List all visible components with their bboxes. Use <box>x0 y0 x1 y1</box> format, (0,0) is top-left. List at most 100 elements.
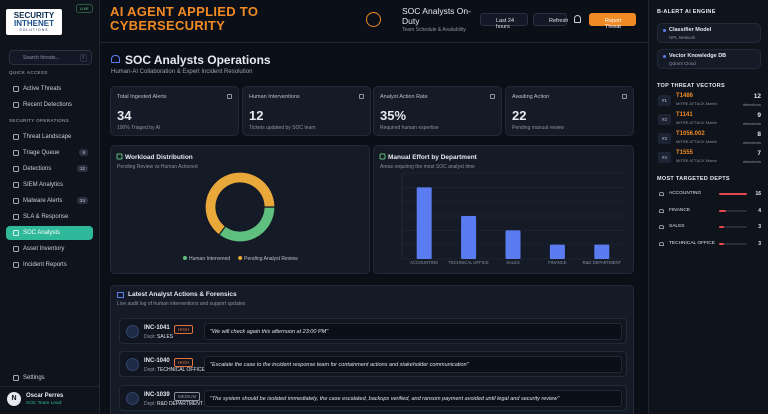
kpi-note: Pending manual review <box>512 125 564 131</box>
report-threat-button[interactable]: Report Threat <box>589 13 636 30</box>
action-avatar <box>126 358 139 371</box>
nav-item[interactable]: Incident Reports <box>6 258 93 272</box>
dept-bar-track <box>719 242 747 245</box>
vector-count: 9 <box>757 112 761 119</box>
nav-badge: 9 <box>79 149 88 156</box>
context-icon <box>366 12 381 27</box>
dept-bar <box>719 193 747 195</box>
nav-label: Recent Detections <box>23 102 73 108</box>
vector-source: MITRE ATT&CK Matrix <box>676 101 717 106</box>
live-badge: LIVE <box>76 4 93 13</box>
model-source: Qdrant Cloud <box>669 61 696 66</box>
nav-item[interactable]: Recent Detections <box>6 98 93 112</box>
workload-card: Workload Distribution Pending Review vs H… <box>110 145 370 274</box>
page-icon <box>111 55 120 63</box>
kpi-card: Human Interventions 12 Tickets updated by … <box>242 86 371 136</box>
nav-label: Incident Reports <box>23 262 67 268</box>
nav-item[interactable]: Asset Inventory <box>6 242 93 256</box>
bar <box>461 216 477 259</box>
ai-engine-title: B-ALERT AI ENGINE <box>657 9 716 15</box>
settings-label: Settings <box>23 375 45 381</box>
legend-label: Pending Analyst Review <box>244 256 298 262</box>
nav-item[interactable]: Active Threats <box>6 82 93 96</box>
priority-badge: MEDIUM <box>174 391 201 401</box>
chart-subtitle: Areas requiring the most SOC analyst tim… <box>380 164 475 170</box>
dept-name: SALES <box>157 334 174 340</box>
x-tick-label: SALES <box>506 260 520 265</box>
dept-count: 4 <box>758 207 761 214</box>
nav-item[interactable]: SIEM Analytics <box>6 178 93 192</box>
vector-source: MITRE ATT&CK Matrix <box>676 139 717 144</box>
model-status <box>663 55 666 58</box>
nav-icon <box>13 246 19 252</box>
dept-bar <box>719 209 726 212</box>
logo: SECURITY INTHENET SOLUTIONS <box>6 9 62 35</box>
nav-item[interactable]: SLA & Response <box>6 210 93 224</box>
kpi-label: Human Interventions <box>249 94 300 100</box>
chart-title: Manual Effort by Department <box>388 154 478 161</box>
action-row: INC-1040 HIGH Dept: TECHNICAL OFFICE "Escala… <box>119 351 627 377</box>
kpi-note: 100% Triaged by AI <box>117 125 161 131</box>
divider <box>100 42 648 43</box>
vector-id: T1141 <box>676 112 693 118</box>
time-range-button[interactable]: Last 24 hours <box>480 13 528 30</box>
nav-label: Detections <box>23 166 52 172</box>
incident-id: INC-1041 <box>144 325 170 331</box>
bar-chart: Manual Effort by Department Areas requiri… <box>379 153 624 265</box>
nav-item[interactable]: Detections 12 <box>6 162 93 176</box>
x-tick-label: ACCOUNTING <box>410 260 438 265</box>
nav-icon <box>13 150 19 156</box>
priority-badge: HIGH <box>174 357 194 367</box>
effort-card: Manual Effort by Department Areas requiri… <box>373 145 634 274</box>
nav-label: Active Threats <box>23 86 62 92</box>
nav-label: Threat Landscape <box>23 134 72 140</box>
bar <box>416 187 432 259</box>
kpi-card: Analyst Action Rate 35% Required human exp… <box>373 86 502 136</box>
nav-icon <box>13 230 19 236</box>
nav-label: SOC Analysts <box>23 230 61 236</box>
legend-swatch <box>238 256 243 260</box>
nav-label: Triage Queue <box>23 150 60 156</box>
nav-icon <box>13 134 19 140</box>
notifications[interactable] <box>574 15 581 23</box>
nav-icon <box>13 86 19 92</box>
actions-card: Latest Analyst Actions & Forensics Live … <box>110 285 634 414</box>
analyst-note-box: "The system should be isolated immediate… <box>204 390 622 407</box>
nav-icon <box>13 214 19 220</box>
right-panel: B-ALERT AI ENGINE TOP THREAT VECTORS MOS… <box>648 0 768 414</box>
vector-id: T1056.002 <box>676 131 705 137</box>
kpi-icon <box>359 94 364 99</box>
nav-label: Asset Inventory <box>23 246 65 252</box>
dept-icon <box>659 192 664 196</box>
nav-icon <box>13 166 19 172</box>
dept-count: 3 <box>758 240 761 247</box>
nav-icon <box>13 182 19 188</box>
kpi-icon <box>622 94 627 99</box>
dept-icon <box>659 241 664 246</box>
app-title: AI AGENT APPLIED TO CYBERSECURITY <box>110 4 259 33</box>
page-subtitle: Human-AI Collaboration & Expert Incident… <box>111 69 253 75</box>
actions-subtitle: Live audit log of human interventions an… <box>117 301 246 307</box>
actions-icon <box>117 292 124 298</box>
model-name: Classifier Model <box>669 27 712 33</box>
nav-item[interactable]: Threat Landscape <box>6 130 93 144</box>
nav-badge: 24 <box>76 197 88 204</box>
refresh-button[interactable]: Refresh <box>533 13 568 26</box>
nav-item[interactable]: Triage Queue 9 <box>6 146 93 160</box>
search[interactable]: Search threats... / <box>9 50 92 65</box>
logo-line: INTHENET <box>14 19 54 28</box>
search-placeholder: Search threats... <box>23 55 60 61</box>
kpi-value: 34 <box>117 108 132 123</box>
nav-item[interactable]: SOC Analysts <box>6 226 93 240</box>
search-shortcut: / <box>79 54 87 62</box>
dept-name: SALES <box>669 224 685 229</box>
logo-line: SOLUTIONS <box>19 28 49 32</box>
user-name: Oscar Perres <box>26 393 64 399</box>
dept-bar-track <box>719 226 747 228</box>
donut-slice <box>218 206 276 243</box>
settings[interactable]: Settings <box>6 371 93 385</box>
x-tick-label: FINANCE <box>548 260 567 265</box>
nav-item[interactable]: Malware Alerts 24 <box>6 194 93 208</box>
nav-icon <box>13 262 19 268</box>
kpi-value: 35% <box>380 108 407 123</box>
